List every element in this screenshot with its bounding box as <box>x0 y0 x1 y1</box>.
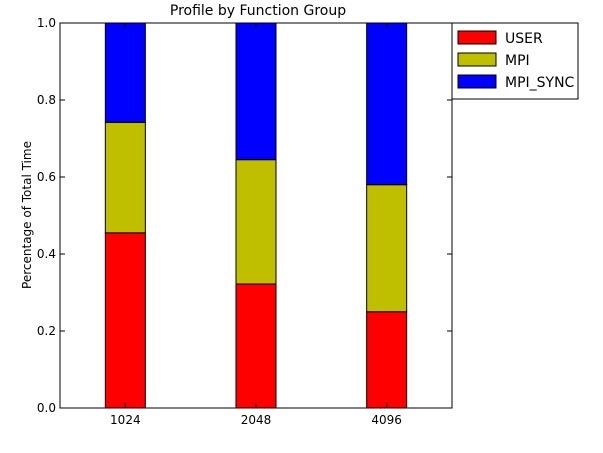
x-tick-label: 4096 <box>371 413 402 427</box>
bar-mpi-1024 <box>104 121 146 234</box>
x-ticks-group: 1024 2048 4096 <box>110 23 402 427</box>
bar-user-2048 <box>235 283 277 409</box>
bar-mpi-sync-4096 <box>366 22 408 186</box>
legend-swatch-mpi-sync <box>457 74 497 89</box>
y-tick-label: 0.6 <box>37 170 56 184</box>
x-tick-label: 1024 <box>110 413 141 427</box>
bar-user-1024 <box>104 232 146 409</box>
y-tick-label: 0.2 <box>37 324 56 338</box>
bar-mpi-sync-2048 <box>235 22 277 161</box>
y-tick-label: 0.4 <box>37 247 56 261</box>
legend-swatch-user <box>457 30 497 45</box>
legend-label-user: USER <box>505 31 543 47</box>
bar-user-4096 <box>366 311 408 409</box>
y-tick-label: 0.8 <box>37 93 56 107</box>
y-tick-label: 1.0 <box>37 16 56 30</box>
bar-mpi-4096 <box>366 184 408 313</box>
bar-mpi-2048 <box>235 159 277 285</box>
legend: USER MPI MPI_SYNC <box>451 22 579 100</box>
y-tick-label: 0.0 <box>37 401 56 415</box>
x-tick-label: 2048 <box>241 413 272 427</box>
y-axis-label: Percentage of Total Time <box>20 141 34 289</box>
y-ticks-group: 0.0 0.2 0.4 0.6 0.8 1.0 <box>37 16 452 415</box>
chart-title: Profile by Function Group <box>170 3 346 19</box>
legend-label-mpi-sync: MPI_SYNC <box>505 75 575 91</box>
legend-label-mpi: MPI <box>505 53 530 69</box>
bar-mpi-sync-1024 <box>104 22 146 123</box>
legend-swatch-mpi <box>457 52 497 67</box>
bars-group <box>104 22 408 409</box>
